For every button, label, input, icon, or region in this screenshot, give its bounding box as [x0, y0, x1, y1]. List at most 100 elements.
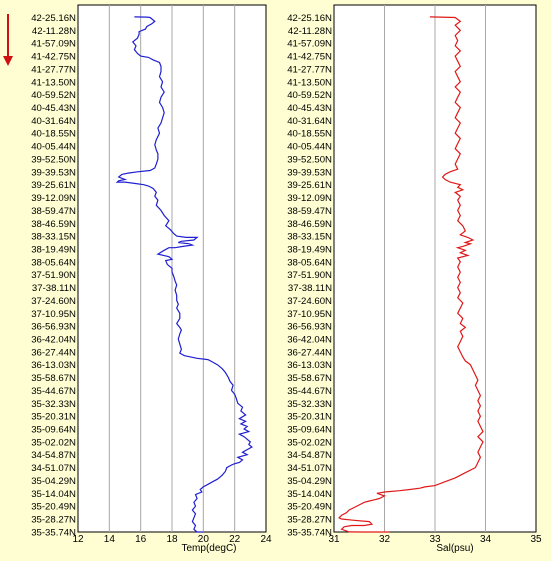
temperature-latitude-label: 35-20.49N [31, 502, 76, 513]
temperature-latitude-label: 35-04.29N [31, 476, 76, 487]
temperature-latitude-label: 37-38.11N [32, 283, 76, 294]
temperature-x-tick-label: 24 [260, 534, 272, 545]
temperature-latitude-label: 39-52.50N [31, 154, 76, 165]
salinity-latitude-label: 34-51.07N [287, 463, 332, 474]
temperature-latitude-label: 35-09.64N [31, 425, 76, 436]
salinity-latitude-label: 37-10.95N [287, 309, 332, 320]
salinity-latitude-label: 40-45.43N [287, 103, 332, 114]
salinity-x-tick-label: 31 [328, 534, 340, 545]
temperature-latitude-label: 38-46.59N [31, 219, 76, 230]
temperature-x-tick-label: 12 [72, 534, 84, 545]
salinity-x-tick-label: 34 [480, 534, 492, 545]
salinity-latitude-label: 35-28.27N [287, 515, 332, 526]
salinity-latitude-label: 39-52.50N [287, 154, 332, 165]
salinity-latitude-labels: 42-25.16N 42-11.28N 41-57.09N 41-42.75N41-2… [287, 13, 332, 538]
temperature-axis-label: Temp(degC) [181, 543, 236, 554]
salinity-latitude-label: 38-59.47N [287, 206, 332, 217]
temperature-latitude-label: 39-39.53N [31, 167, 76, 178]
temperature-latitude-label: 40-59.52N [31, 90, 76, 101]
salinity-latitude-label: 35-20.31N [287, 412, 332, 423]
salinity-latitude-label: 41-42.75N [287, 52, 332, 63]
temperature-latitude-labels: 42-25.16N 42-11.28N 41-57.09N 41-42.75N41-2… [31, 13, 76, 538]
temperature-x-tick-label: 20 [198, 534, 210, 545]
salinity-latitude-label: 40-05.44N [287, 142, 332, 153]
temperature-latitude-label: 36-42.04N [31, 335, 76, 346]
salinity-latitude-label: 37-51.90N [287, 270, 332, 281]
temperature-profile-line [115, 16, 253, 533]
temperature-x-tick-label: 14 [104, 534, 116, 545]
salinity-latitude-label: 36-42.04N [287, 335, 332, 346]
salinity-latitude-label: 40-31.64N [287, 116, 332, 127]
salinity-profile-line [338, 16, 484, 533]
temperature-latitude-label: 37-51.90N [31, 270, 76, 281]
salinity-latitude-label: 35-20.49N [287, 502, 332, 513]
temperature-x-tick-label: 22 [229, 534, 241, 545]
temperature-latitude-label: 37-24.60N [31, 296, 76, 307]
salinity-latitude-label: 42-11.28N [288, 26, 332, 37]
salinity-latitude-label: 35-58.67N [287, 373, 332, 384]
salinity-latitude-label: 35-02.02N [287, 437, 332, 448]
salinity-latitude-label: 38-19.49N [287, 244, 332, 255]
salinity-latitude-label: 38-33.15N [287, 232, 332, 243]
temperature-latitude-label: 40-31.64N [31, 116, 76, 127]
temperature-latitude-label: 35-28.27N [31, 515, 76, 526]
salinity-gridlines [384, 5, 486, 532]
temperature-latitude-label: 35-14.04N [31, 489, 76, 500]
temperature-latitude-label: 40-05.44N [31, 142, 76, 153]
temperature-latitude-label: 38-59.47N [31, 206, 76, 217]
salinity-latitude-label: 40-59.52N [287, 90, 332, 101]
salinity-latitude-label: 42-25.16N [287, 13, 332, 24]
temperature-latitude-label: 35-32.33N [31, 399, 76, 410]
salinity-latitude-label: 36-56.93N [287, 322, 332, 333]
temperature-latitude-label: 39-12.09N [31, 193, 76, 204]
temperature-x-tick-labels: 12 14 16 18 20 22 24 [72, 534, 272, 545]
temperature-panel: 42-25.16N 42-11.28N 41-57.09N 41-42.75N41-2… [31, 4, 272, 554]
salinity-latitude-label: 40-18.55N [287, 129, 332, 140]
temperature-latitude-label: 41-27.77N [31, 64, 76, 75]
temperature-latitude-label: 41-42.75N [31, 52, 76, 63]
salinity-latitude-label: 35-09.64N [287, 425, 332, 436]
salinity-x-tick-label: 33 [429, 534, 441, 545]
temperature-latitude-label: 36-13.03N [31, 360, 76, 371]
salinity-latitude-label: 39-12.09N [287, 193, 332, 204]
salinity-latitude-label: 36-13.03N [287, 360, 332, 371]
salinity-latitude-label: 37-38.11N [288, 283, 332, 294]
salinity-latitude-label: 35-32.33N [287, 399, 332, 410]
temperature-latitude-label: 35-02.02N [31, 437, 76, 448]
temperature-latitude-label: 38-05.64N [31, 257, 76, 268]
salinity-latitude-label: 38-46.59N [287, 219, 332, 230]
temperature-latitude-label: 40-18.55N [31, 129, 76, 140]
salinity-latitude-label: 39-39.53N [287, 167, 332, 178]
salinity-latitude-label: 36-27.44N [287, 347, 332, 358]
temperature-latitude-label: 36-56.93N [31, 322, 76, 333]
salinity-latitude-label: 38-05.64N [287, 257, 332, 268]
salinity-latitude-label: 41-13.50N [287, 77, 332, 88]
temperature-latitude-label: 39-25.61N [31, 180, 76, 191]
temperature-latitude-label: 37-10.95N [31, 309, 76, 320]
temperature-latitude-label: 35-58.67N [31, 373, 76, 384]
salinity-x-tick-labels: 31 32 33 34 35 [328, 534, 542, 545]
temperature-latitude-label: 40-45.43N [31, 103, 76, 114]
temperature-latitude-label: 35-35.74N [31, 527, 76, 538]
salinity-x-tick-label: 32 [379, 534, 391, 545]
temperature-latitude-label: 34-51.07N [31, 463, 76, 474]
temperature-latitude-label: 35-20.31N [31, 412, 76, 423]
salinity-latitude-label: 35-44.67N [287, 386, 332, 397]
temperature-latitude-label: 38-19.49N [31, 244, 76, 255]
temperature-latitude-label: 38-33.15N [31, 232, 76, 243]
temperature-latitude-label: 42-25.16N [31, 13, 76, 24]
salinity-panel: 42-25.16N 42-11.28N 41-57.09N 41-42.75N41-2… [287, 4, 542, 554]
salinity-latitude-label: 35-04.29N [287, 476, 332, 487]
temperature-latitude-label: 41-13.50N [31, 77, 76, 88]
salinity-latitude-label: 41-27.77N [287, 64, 332, 75]
temperature-latitude-label: 36-27.44N [31, 347, 76, 358]
salinity-axis-label: Sal(psu) [436, 543, 473, 554]
salinity-latitude-label: 35-35.74N [287, 527, 332, 538]
salinity-latitude-label: 41-57.09N [287, 39, 332, 50]
salinity-latitude-label: 39-25.61N [287, 180, 332, 191]
salinity-latitude-label: 34-54.87N [287, 450, 332, 461]
temperature-latitude-label: 35-44.67N [31, 386, 76, 397]
temperature-latitude-label: 34-54.87N [31, 450, 76, 461]
temperature-latitude-label: 42-11.28N [32, 26, 76, 37]
